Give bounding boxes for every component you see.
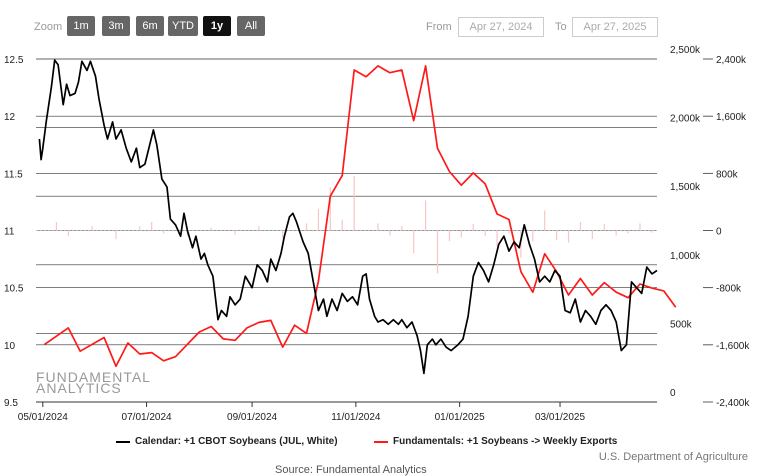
- x-tick-label: 09/01/2024: [227, 412, 277, 423]
- zoom-6m-button[interactable]: 6m: [136, 16, 164, 36]
- zoom-3m-button[interactable]: 3m: [102, 16, 130, 36]
- change-bar: [591, 230, 593, 240]
- y-tick-price: 12.5: [4, 55, 24, 66]
- y-tick-price: 10: [4, 341, 16, 352]
- change-bar: [413, 230, 415, 254]
- change-bar: [460, 230, 462, 238]
- zoom-1m-button[interactable]: 1m: [67, 16, 95, 36]
- change-bar: [436, 230, 439, 274]
- change-bar: [389, 230, 391, 236]
- change-bar: [163, 230, 165, 234]
- series-line-exports: [44, 65, 677, 368]
- y-tick-exports: 1,000k: [670, 251, 701, 262]
- change-bar: [448, 230, 451, 242]
- y-tick-change: -800k: [716, 284, 742, 295]
- y-tick-change: 1,600k: [716, 112, 747, 123]
- y-tick-exports: 1,500k: [670, 182, 701, 193]
- change-bar: [520, 230, 522, 258]
- zoom-label: Zoom: [34, 21, 63, 33]
- change-bar: [377, 223, 379, 231]
- legend-item-exports[interactable]: Fundamentals: +1 Soybeans -> Weekly Expo…: [374, 436, 617, 447]
- credit-text: U.S. Department of Agriculture: [598, 451, 748, 463]
- change-bar: [484, 230, 486, 237]
- x-tick-label: 05/01/2024: [18, 412, 68, 423]
- y-tick-change: 0: [716, 227, 722, 238]
- zoom-ytd-button[interactable]: YTD: [168, 16, 198, 36]
- y-tick-change: -2,400k: [716, 398, 750, 409]
- change-bar: [532, 230, 534, 242]
- change-bar: [579, 221, 582, 231]
- change-bar: [544, 210, 546, 231]
- change-bar: [496, 230, 498, 247]
- change-bar: [91, 226, 93, 231]
- change-bar: [151, 221, 153, 231]
- y-tick-exports: 500k: [670, 319, 693, 330]
- change-bar: [651, 230, 653, 233]
- change-bar: [508, 230, 510, 234]
- legend-item-soybeans[interactable]: Calendar: +1 CBOT Soybeans (JUL, White): [116, 436, 338, 447]
- y-tick-exports: 2,500k: [670, 45, 701, 56]
- zoom-1y-button[interactable]: 1y: [203, 16, 231, 36]
- change-bar: [210, 227, 212, 231]
- legend-label-soybeans: Calendar: +1 CBOT Soybeans (JUL, White): [135, 436, 338, 447]
- y-tick-change: 2,400k: [716, 55, 747, 66]
- y-tick-price: 10.5: [4, 284, 24, 295]
- series-line-soybeans: [38, 59, 658, 375]
- x-tick-label: 01/01/2025: [435, 412, 485, 423]
- y-tick-exports: 2,000k: [670, 114, 701, 125]
- zoom-all-button[interactable]: All: [237, 16, 265, 36]
- change-bar: [139, 226, 141, 231]
- x-tick-label: 11/01/2024: [331, 412, 381, 423]
- change-bar: [234, 230, 236, 235]
- y-tick-change: -1,600k: [716, 341, 750, 352]
- legend-label-exports: Fundamentals: +1 Soybeans -> Weekly Expo…: [393, 436, 618, 447]
- change-bar: [317, 209, 320, 231]
- change-bar: [341, 219, 343, 231]
- range-from-label: From: [426, 21, 452, 33]
- change-bar: [55, 221, 58, 231]
- source-footer: Source: Fundamental Analytics: [275, 464, 427, 476]
- x-tick-label: 07/01/2024: [122, 412, 172, 423]
- change-bar: [567, 230, 570, 243]
- y-tick-price: 11: [4, 227, 15, 238]
- range-from-input[interactable]: Apr 27, 2024: [458, 17, 544, 37]
- change-bar: [305, 223, 308, 231]
- legend-swatch-red: [374, 440, 388, 443]
- change-bar: [353, 176, 355, 231]
- change-bar: [615, 230, 617, 236]
- y-tick-price: 12: [4, 112, 16, 123]
- range-to-input[interactable]: Apr 27, 2025: [572, 17, 658, 37]
- y-tick-price: 9.5: [4, 398, 18, 409]
- x-tick-label: 03/01/2025: [535, 412, 585, 423]
- change-bar: [603, 224, 605, 231]
- y-tick-change: 800k: [716, 169, 739, 180]
- change-bar: [472, 224, 474, 231]
- change-bar: [115, 230, 117, 240]
- watermark-logo: FUNDAMENTAL ANALYTICS: [36, 369, 151, 396]
- range-to-label: To: [555, 21, 567, 33]
- change-bar: [401, 226, 403, 231]
- change-bar: [425, 200, 427, 231]
- y-tick-price: 11.5: [4, 169, 23, 180]
- change-bar: [67, 230, 69, 237]
- legend-swatch-black: [116, 440, 130, 443]
- change-bar: [329, 187, 331, 231]
- change-bar: [556, 230, 558, 240]
- change-bar: [258, 226, 260, 231]
- change-bar: [639, 223, 641, 231]
- change-bar: [627, 230, 629, 234]
- change-bar: [282, 230, 284, 239]
- y-tick-exports: 0: [670, 388, 676, 399]
